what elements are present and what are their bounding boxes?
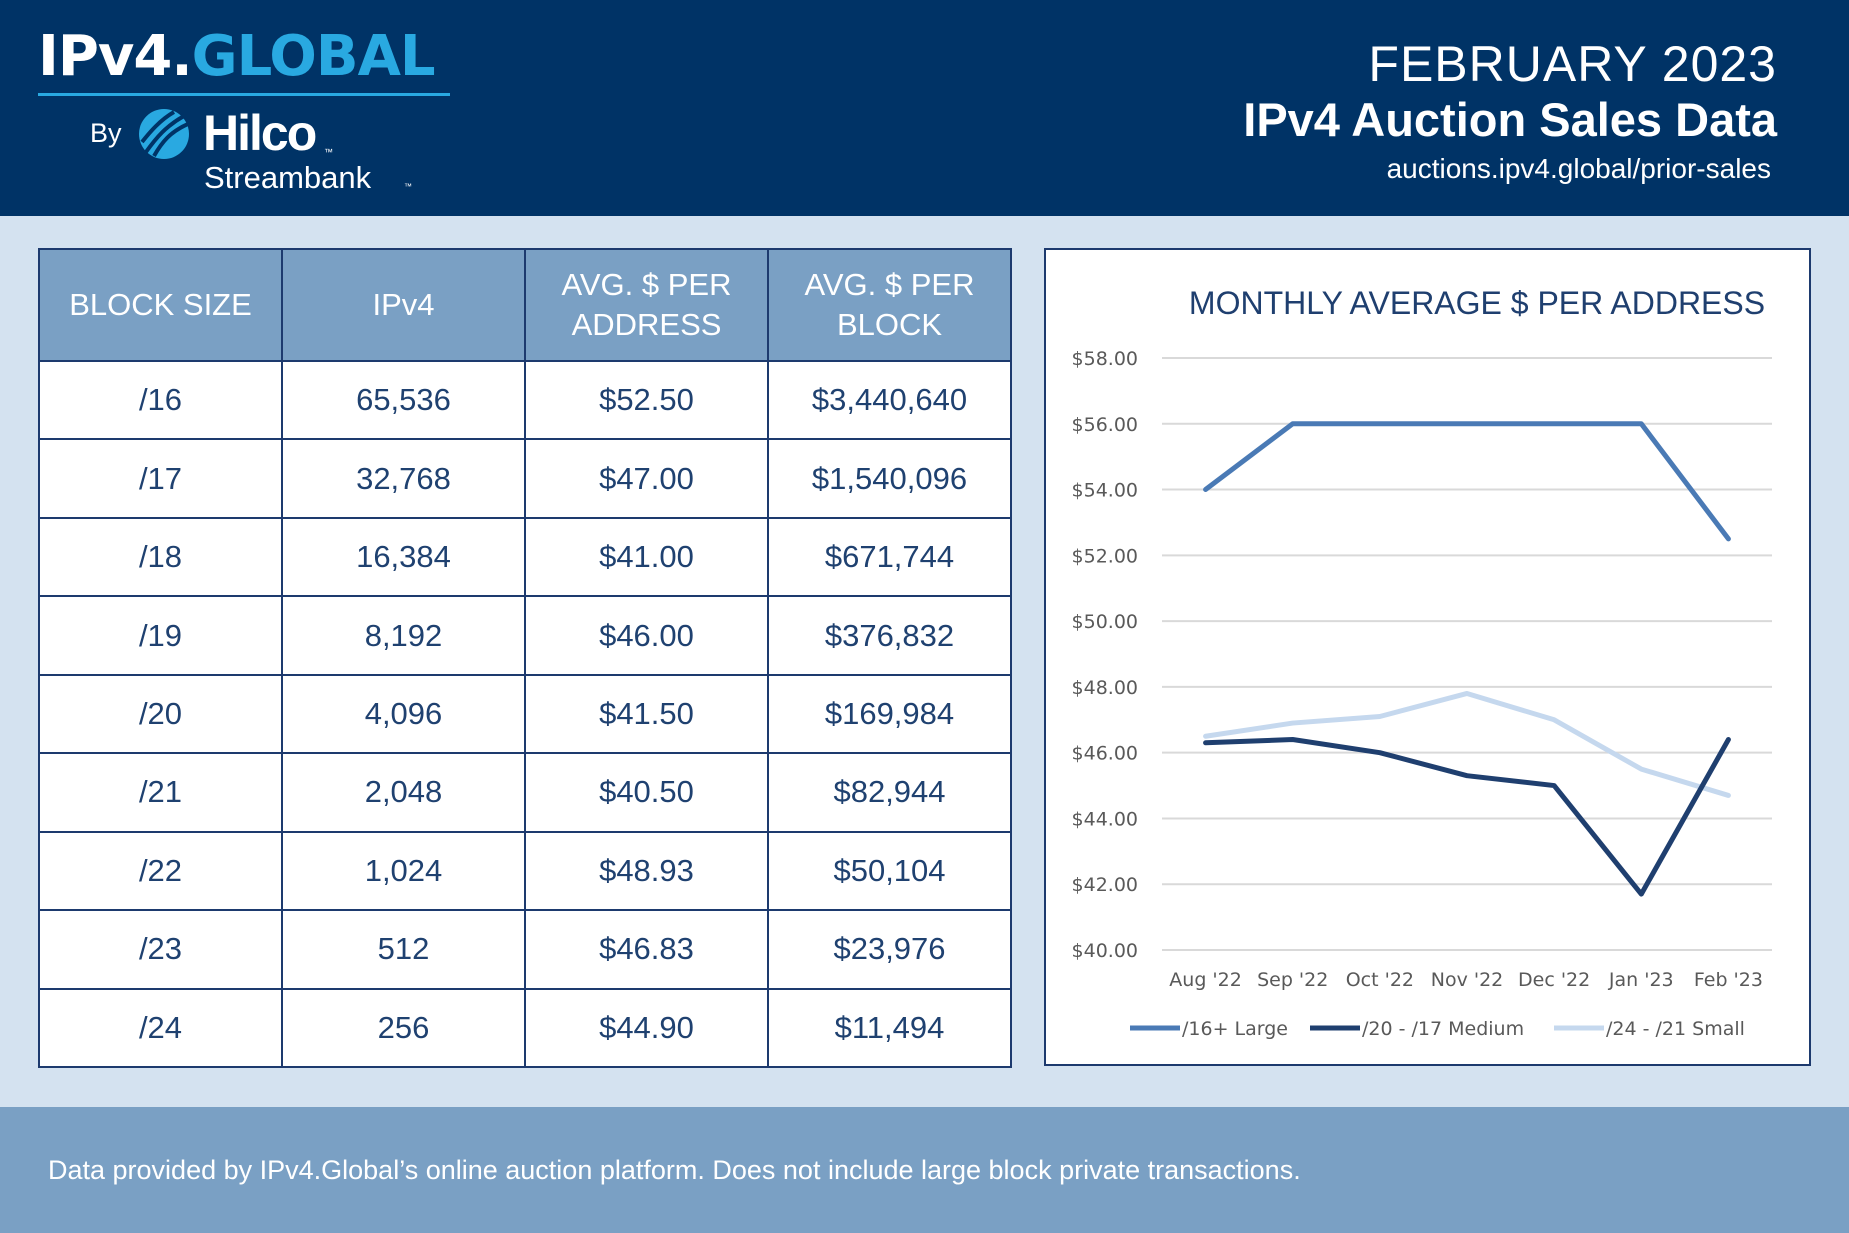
- x-tick-label: Feb '23: [1694, 969, 1763, 991]
- header-avg-per-address-text: AVG. $ PER ADDRESS: [561, 267, 732, 342]
- by-label: By: [90, 118, 122, 148]
- table-row: /19 8,192 $46.00 $376,832: [38, 595, 1012, 676]
- logo-underline: [38, 93, 450, 96]
- x-tick-label: Oct '22: [1346, 969, 1414, 991]
- header-block-size: BLOCK SIZE: [38, 248, 283, 362]
- cell-block-size: /19: [38, 595, 283, 676]
- series-line: [1203, 690, 1731, 798]
- cell-block-size: /20: [38, 673, 283, 755]
- cell-avg-per-address: $41.00: [524, 516, 769, 598]
- y-tick-label: $58.00: [1072, 348, 1138, 370]
- cell-avg-per-block: $376,832: [767, 595, 1012, 676]
- cell-block-size: /17: [38, 438, 283, 519]
- cell-avg-per-address: $40.50: [524, 752, 769, 833]
- legend-label: /20 - /17 Medium: [1362, 1018, 1524, 1040]
- cell-ipv4: 1,024: [281, 830, 526, 912]
- cell-ipv4: 512: [281, 909, 526, 990]
- cell-avg-per-address: $47.00: [524, 438, 769, 519]
- cell-avg-per-block: $169,984: [767, 673, 1012, 755]
- ipv4-global-logo: IPv4.GLOBAL: [38, 24, 436, 90]
- cell-ipv4: 2,048: [281, 752, 526, 833]
- cell-avg-per-address: $52.50: [524, 359, 769, 441]
- chart-panel: MONTHLY AVERAGE $ PER ADDRESS $40.00 $42.0…: [1044, 248, 1811, 1066]
- footer-note: Data provided by IPv4.Global’s online au…: [48, 1155, 1301, 1185]
- cell-avg-per-address: $46.00: [524, 595, 769, 676]
- header-avg-per-address: AVG. $ PER ADDRESS: [524, 248, 769, 362]
- footer-bar: Data provided by IPv4.Global’s online au…: [0, 1107, 1849, 1233]
- y-tick-label: $50.00: [1072, 611, 1138, 633]
- line-chart: MONTHLY AVERAGE $ PER ADDRESS $40.00 $42.0…: [1072, 285, 1772, 1040]
- cell-avg-per-block: $82,944: [767, 752, 1012, 833]
- trademark-mark-2: ™: [404, 182, 412, 191]
- table-row: /24 256 $44.90 $11,494: [38, 987, 1012, 1068]
- cell-ipv4: 65,536: [281, 359, 526, 441]
- y-tick-label: $44.00: [1072, 808, 1138, 830]
- sales-table: BLOCK SIZE IPv4 AVG. $ PER ADDRESS AVG. …: [38, 248, 1012, 1068]
- cell-avg-per-address: $46.83: [524, 909, 769, 990]
- header-banner: IPv4.GLOBAL By Hilco ™ Streambank ™ FEBR…: [0, 0, 1849, 216]
- series-line: [1203, 421, 1731, 542]
- cell-avg-per-block: $23,976: [767, 909, 1012, 990]
- x-tick-label: Dec '22: [1518, 969, 1590, 991]
- cell-ipv4: 16,384: [281, 516, 526, 598]
- cell-ipv4: 256: [281, 987, 526, 1068]
- cell-ipv4: 4,096: [281, 673, 526, 755]
- cell-block-size: /21: [38, 752, 283, 833]
- cell-avg-per-address: $41.50: [524, 673, 769, 755]
- y-tick-label: $52.00: [1072, 545, 1138, 567]
- legend-label: /24 - /21 Small: [1606, 1018, 1745, 1040]
- report-date: FEBRUARY 2023: [1368, 36, 1777, 92]
- header-ipv4: IPv4: [281, 248, 526, 362]
- table-row: /17 32,768 $47.00 $1,540,096: [38, 438, 1012, 519]
- table-row: /23 512 $46.83 $23,976: [38, 909, 1012, 990]
- cell-avg-per-block: $671,744: [767, 516, 1012, 598]
- cell-ipv4: 8,192: [281, 595, 526, 676]
- chart-title: MONTHLY AVERAGE $ PER ADDRESS: [1189, 285, 1765, 321]
- table-row: /21 2,048 $40.50 $82,944: [38, 752, 1012, 833]
- table-header-row: BLOCK SIZE IPv4 AVG. $ PER ADDRESS AVG. …: [38, 248, 1012, 362]
- y-tick-label: $48.00: [1072, 677, 1138, 699]
- cell-avg-per-block: $3,440,640: [767, 359, 1012, 441]
- header-avg-per-block: AVG. $ PER BLOCK: [767, 248, 1012, 362]
- sales-table-panel: BLOCK SIZE IPv4 AVG. $ PER ADDRESS AVG. …: [38, 248, 1012, 1068]
- y-tick-label: $42.00: [1072, 874, 1138, 896]
- cell-block-size: /24: [38, 987, 283, 1068]
- cell-block-size: /16: [38, 359, 283, 441]
- table-row: /16 65,536 $52.50 $3,440,640: [38, 359, 1012, 441]
- y-tick-label: $54.00: [1072, 480, 1138, 502]
- hilco-globe-icon: [139, 109, 189, 159]
- legend-label: /16+ Large: [1182, 1018, 1288, 1040]
- hilco-wordmark: Hilco: [203, 105, 317, 161]
- cell-block-size: /22: [38, 830, 283, 912]
- cell-avg-per-block: $11,494: [767, 987, 1012, 1068]
- x-tick-label: Jan '23: [1608, 969, 1674, 991]
- y-tick-label: $40.00: [1072, 940, 1138, 962]
- table-row: /18 16,384 $41.00 $671,744: [38, 516, 1012, 598]
- x-tick-label: Sep '22: [1257, 969, 1328, 991]
- series-line: [1203, 737, 1731, 897]
- cell-ipv4: 32,768: [281, 438, 526, 519]
- cell-avg-per-block: $50,104: [767, 830, 1012, 912]
- x-tick-label: Aug '22: [1169, 969, 1242, 991]
- cell-avg-per-address: $44.90: [524, 987, 769, 1068]
- logo-text: IPv4.: [38, 24, 193, 89]
- table-row: /22 1,024 $48.93 $50,104: [38, 830, 1012, 912]
- cell-avg-per-address: $48.93: [524, 830, 769, 912]
- page-title: IPv4 Auction Sales Data: [1243, 93, 1777, 146]
- x-tick-label: Nov '22: [1431, 969, 1504, 991]
- table-body: /16 65,536 $52.50 $3,440,640/17 32,768 $47.00…: [38, 359, 1012, 1068]
- y-tick-label: $56.00: [1072, 414, 1138, 436]
- table-row: /20 4,096 $41.50 $169,984: [38, 673, 1012, 755]
- y-tick-label: $46.00: [1072, 743, 1138, 765]
- cell-block-size: /23: [38, 909, 283, 990]
- logo-accent-text: GLOBAL: [191, 24, 436, 89]
- trademark-mark: ™: [324, 147, 333, 157]
- cell-block-size: /18: [38, 516, 283, 598]
- source-url: auctions.ipv4.global/prior-sales: [1386, 153, 1771, 184]
- streambank-wordmark: Streambank: [204, 160, 372, 195]
- cell-avg-per-block: $1,540,096: [767, 438, 1012, 519]
- header-avg-per-block-text: AVG. $ PER BLOCK: [804, 267, 975, 342]
